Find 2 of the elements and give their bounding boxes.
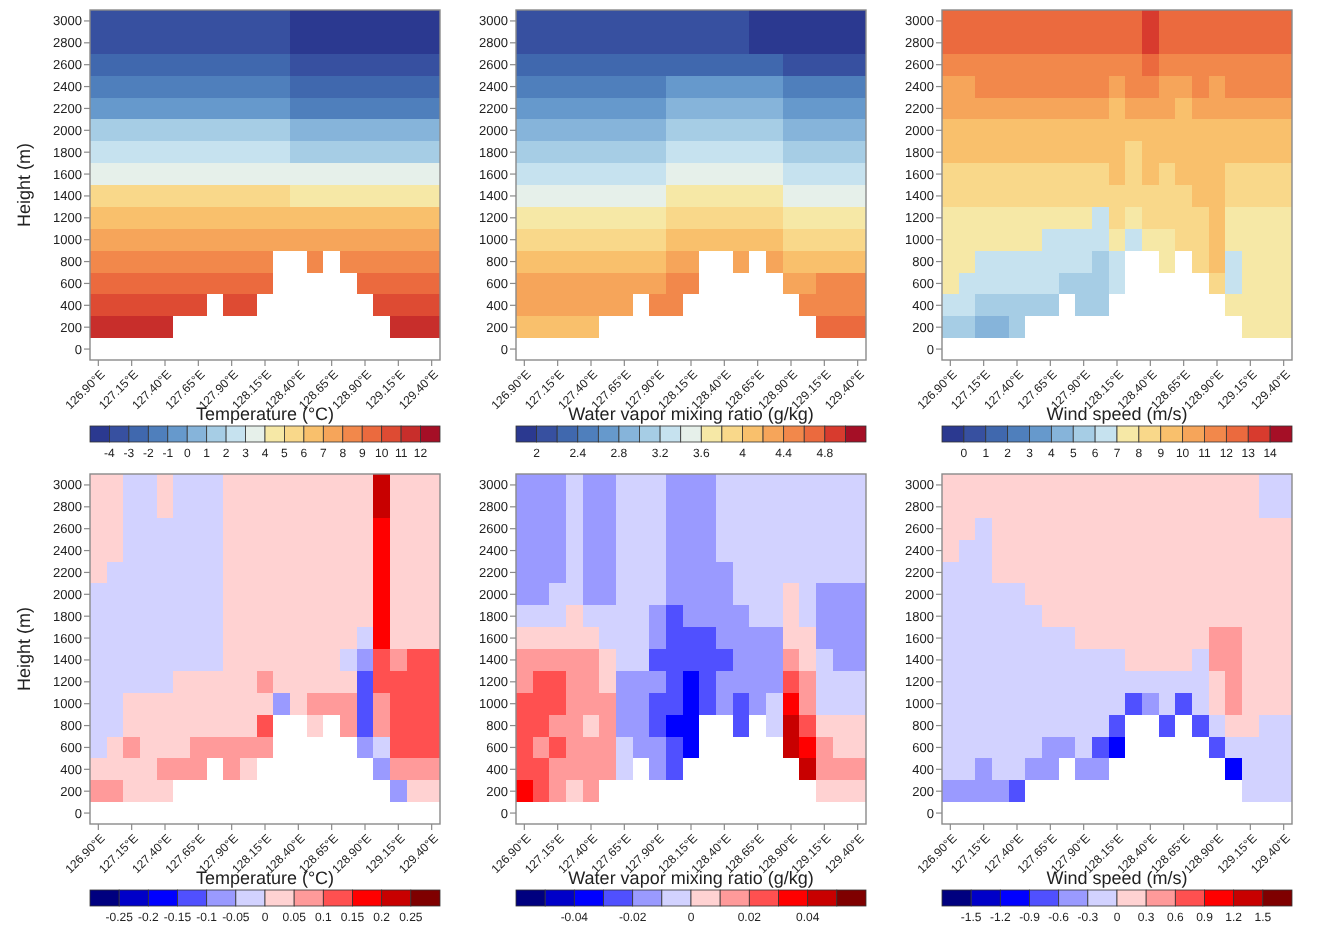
y-axis-title: Height (m) (14, 606, 34, 692)
y-axis-title: Height (m) (14, 142, 34, 228)
